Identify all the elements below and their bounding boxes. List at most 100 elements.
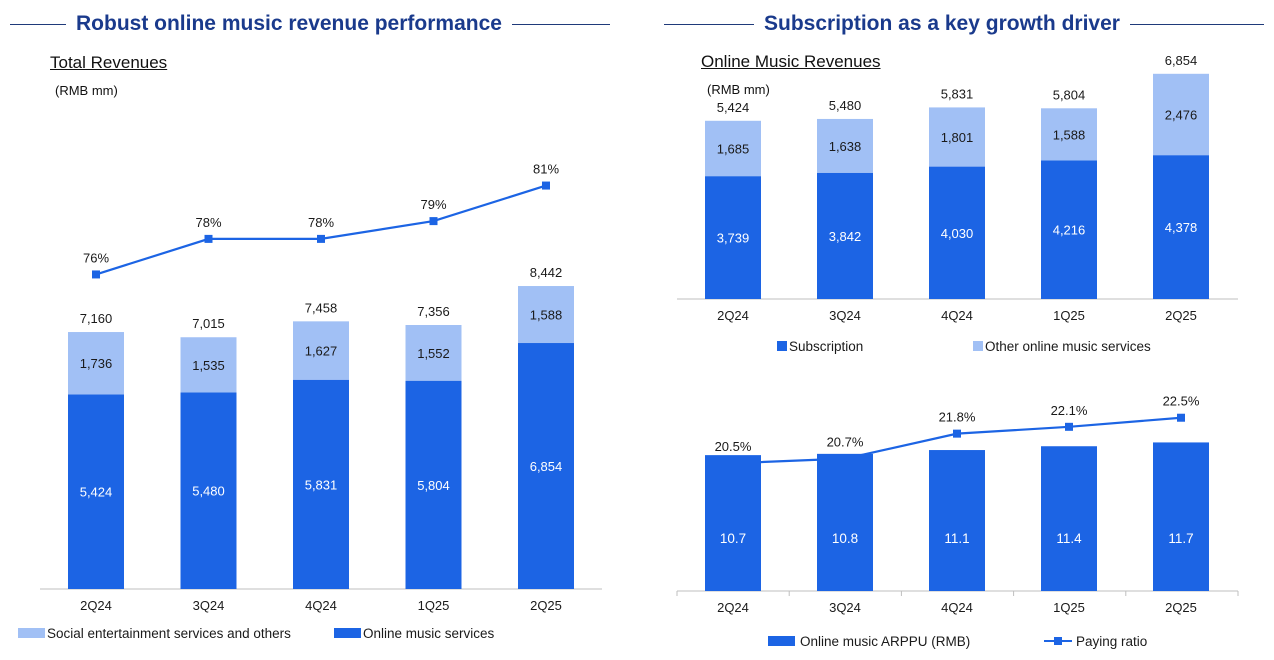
legend-swatch	[768, 636, 795, 646]
bar-top-2q24	[705, 120, 761, 177]
online-music-revenues-title: Online Music Revenues	[701, 52, 881, 71]
line-point-marker	[429, 217, 438, 226]
line-value-label: 21.8%	[939, 410, 976, 425]
x-tick-label: 2Q25	[1165, 308, 1197, 323]
left-section-title: Robust online music revenue performance	[76, 12, 502, 35]
x-tick-label: 1Q25	[1053, 600, 1085, 615]
bar-value-label: 1,801	[941, 130, 974, 145]
arppu-bar-1q25	[1041, 446, 1097, 591]
line-series	[95, 184, 547, 276]
line-point-marker	[317, 234, 325, 243]
bar-total-label: 7,015	[192, 316, 225, 331]
bar-bottom-2q25	[1153, 155, 1209, 299]
header-rule-left	[664, 23, 754, 25]
x-tick-label: 2Q24	[717, 308, 749, 323]
line-point-marker	[1177, 413, 1185, 422]
x-tick-label: 2Q25	[530, 598, 562, 613]
online-music-revenues-unit: (RMB mm)	[707, 82, 770, 97]
legend-label: Social entertainment services and others	[47, 626, 291, 641]
bar-top-3q24	[180, 337, 237, 393]
header-rule-right	[1129, 23, 1264, 25]
bar-bottom-4q24	[293, 379, 349, 589]
line-value-label: 81%	[533, 162, 559, 177]
arppu-bar-2q25	[1153, 442, 1209, 591]
header-rule-left	[10, 23, 66, 25]
legend-swatch	[334, 628, 361, 638]
bar-top-2q25	[1153, 73, 1209, 156]
bar-value-label: 5,480	[192, 484, 225, 499]
line-point-marker	[204, 234, 213, 243]
line-value-label: 78%	[195, 215, 221, 230]
bar-value-label: 4,378	[1165, 220, 1198, 235]
x-tick-label: 4Q24	[941, 308, 973, 323]
legend-swatch	[18, 628, 45, 638]
bar-value-label: 5,424	[80, 485, 113, 500]
bar-total-label: 7,356	[417, 304, 450, 319]
bar-value-label: 2,476	[1165, 107, 1198, 122]
bar-total-label: 5,804	[1053, 87, 1086, 102]
line-value-label: 22.5%	[1163, 394, 1200, 409]
line-point-marker	[542, 181, 550, 190]
bar-value-label: 6,854	[530, 459, 563, 474]
x-tick-label: 3Q24	[193, 598, 225, 613]
bar-total-label: 5,424	[717, 100, 750, 115]
arppu-bar-2q24	[705, 455, 761, 591]
online-music-revenues-chart: 3,739 1,685 5,424 2Q24 3,842 1,638 5,480 3Q24 4,…	[677, 53, 1238, 354]
x-tick-label: 3Q24	[829, 308, 861, 323]
x-tick-label: 3Q24	[829, 600, 861, 615]
legend-swatch	[777, 341, 787, 351]
arppu-bar-4q24	[929, 450, 985, 591]
bar-top-1q25	[405, 325, 462, 381]
x-tick-label: 2Q24	[717, 600, 749, 615]
x-tick-label: 2Q25	[1165, 600, 1197, 615]
x-tick-label: 4Q24	[941, 600, 973, 615]
legend-label: Online music ARPPU (RMB)	[800, 634, 970, 649]
bar-value-label: 11.1	[944, 531, 969, 546]
bar-value-label: 4,030	[941, 226, 974, 241]
bar-value-label: 3,739	[717, 231, 750, 246]
bar-top-3q24	[817, 118, 873, 173]
line-value-label: 78%	[308, 215, 334, 230]
legend-swatch	[973, 341, 983, 351]
bar-top-2q25	[518, 286, 574, 344]
legend-marker	[1054, 637, 1062, 645]
bar-value-label: 1,552	[417, 346, 450, 361]
bar-bottom-3q24	[180, 392, 237, 589]
bar-top-4q24	[293, 321, 349, 380]
bar-bottom-2q25	[518, 343, 574, 589]
legend-label: Online music services	[363, 626, 495, 641]
header-rule-right	[511, 23, 610, 25]
bar-bottom-3q24	[817, 172, 873, 299]
line-point-marker	[953, 429, 961, 438]
bar-top-4q24	[929, 107, 985, 167]
x-tick-label: 4Q24	[305, 598, 337, 613]
bar-value-label: 10.8	[832, 531, 858, 546]
bar-value-label: 11.7	[1168, 531, 1193, 546]
x-tick-label: 1Q25	[418, 598, 450, 613]
bar-value-label: 1,588	[530, 308, 563, 323]
arppu-bar-3q24	[817, 453, 873, 591]
bar-bottom-1q25	[1041, 160, 1097, 299]
bar-value-label: 10.7	[720, 531, 746, 546]
bar-bottom-2q24	[68, 394, 124, 589]
line-value-label: 20.5%	[715, 439, 752, 454]
arppu-paying-ratio-chart: 10.7 2Q24 10.8 3Q24 11.1 4Q24 11.4 1Q25 11.7 2Q25…	[676, 394, 1239, 649]
x-tick-label: 2Q24	[80, 598, 112, 613]
line-point-marker	[729, 459, 737, 468]
bar-total-label: 5,480	[829, 98, 862, 113]
bar-value-label: 1,736	[80, 356, 113, 371]
bar-total-label: 7,160	[80, 311, 113, 326]
left-section-header: Robust online music revenue performance	[10, 8, 610, 40]
bar-bottom-4q24	[929, 166, 985, 299]
bar-value-label: 1,627	[305, 344, 338, 359]
bar-bottom-2q24	[705, 176, 761, 299]
bar-total-label: 6,854	[1165, 53, 1198, 68]
legend-label: Subscription	[789, 339, 863, 354]
bar-bottom-1q25	[405, 380, 462, 589]
bar-top-1q25	[1041, 108, 1097, 161]
bar-total-label: 8,442	[530, 265, 563, 280]
line-point-marker	[1065, 422, 1073, 431]
legend-label: Other online music services	[985, 339, 1151, 354]
bar-value-label: 3,842	[829, 229, 862, 244]
